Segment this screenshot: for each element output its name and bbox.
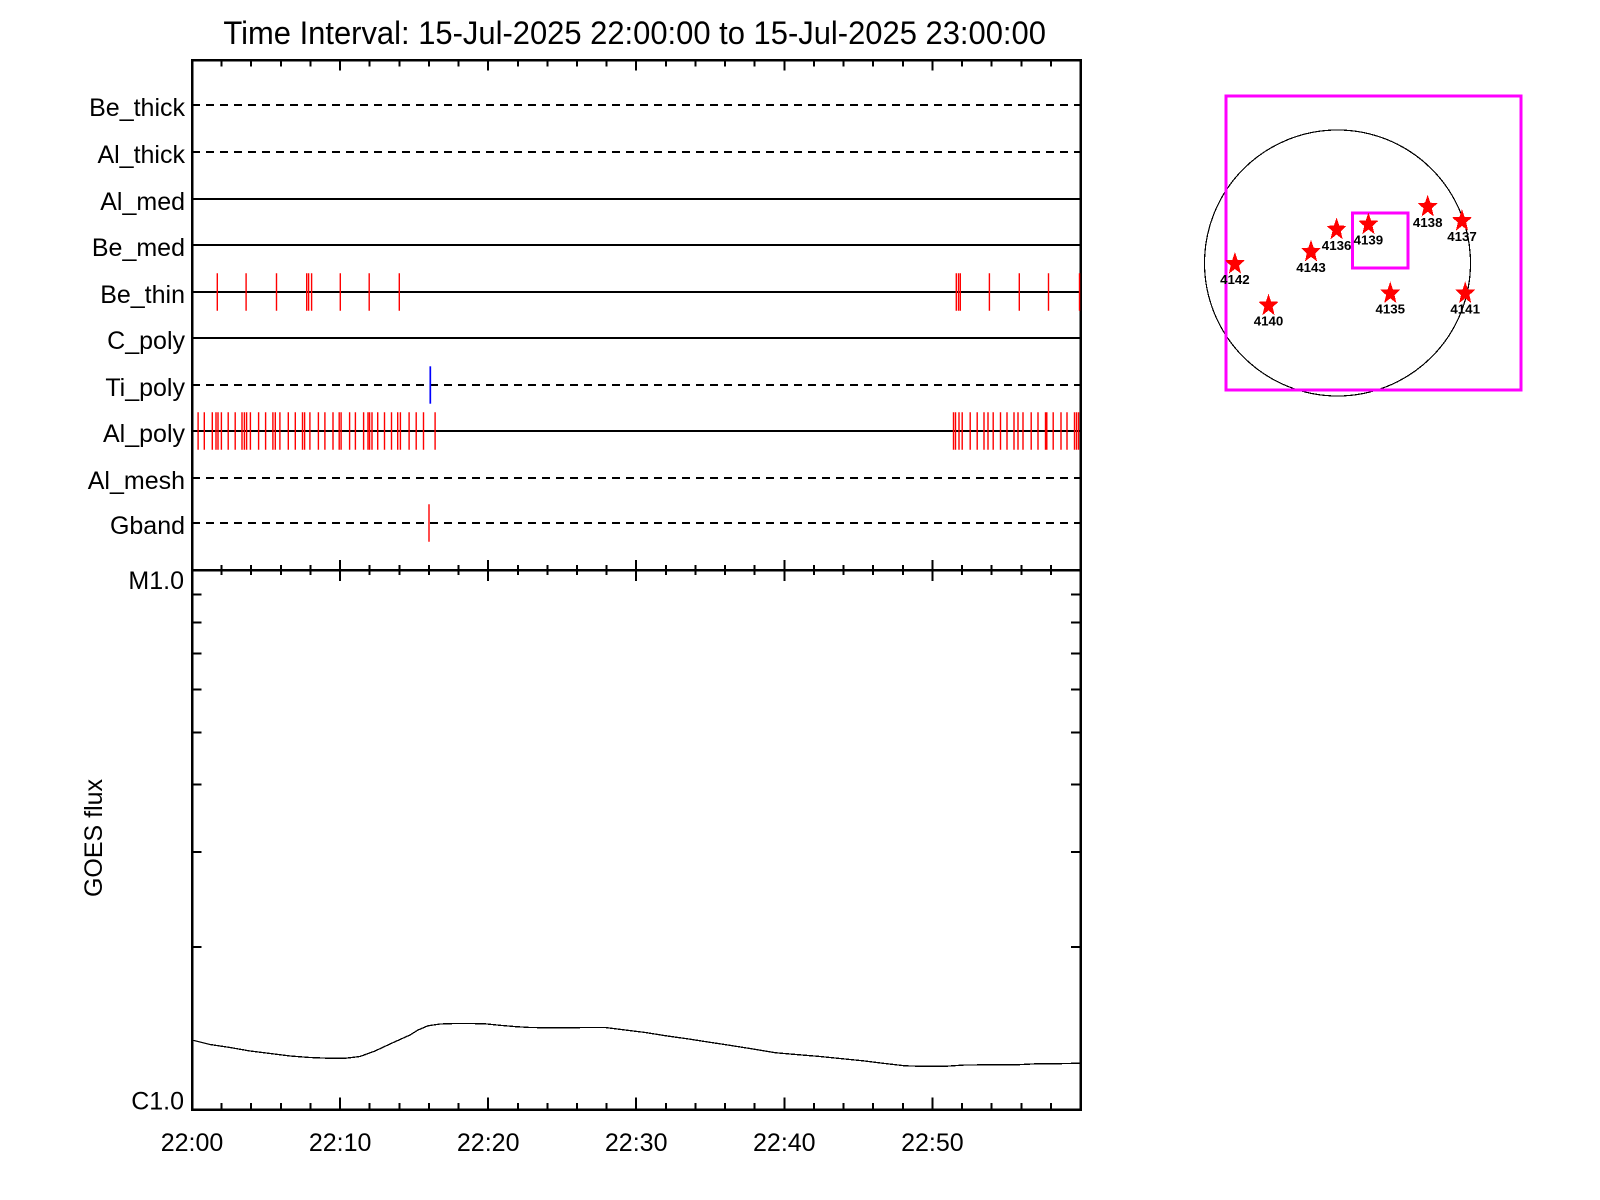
svg-text:4141: 4141 xyxy=(1450,302,1480,317)
svg-text:4136: 4136 xyxy=(1322,238,1352,253)
svg-text:Be_thick: Be_thick xyxy=(89,94,185,122)
svg-text:Be_med: Be_med xyxy=(92,234,185,262)
svg-text:22:20: 22:20 xyxy=(457,1129,520,1157)
svg-text:4142: 4142 xyxy=(1220,272,1250,287)
svg-text:M1.0: M1.0 xyxy=(128,567,184,595)
svg-text:Al_poly: Al_poly xyxy=(103,420,185,448)
svg-text:C_poly: C_poly xyxy=(107,327,185,355)
svg-text:22:10: 22:10 xyxy=(309,1129,372,1157)
svg-text:GOES flux: GOES flux xyxy=(80,778,108,897)
svg-text:4143: 4143 xyxy=(1296,260,1326,275)
svg-text:22:30: 22:30 xyxy=(605,1129,668,1157)
svg-text:Time Interval: 15-Jul-2025 22:: Time Interval: 15-Jul-2025 22:00:00 to 1… xyxy=(223,15,1046,51)
svg-text:Al_thick: Al_thick xyxy=(97,141,185,169)
svg-text:4135: 4135 xyxy=(1376,302,1406,317)
svg-text:C1.0: C1.0 xyxy=(131,1087,184,1115)
svg-text:22:40: 22:40 xyxy=(753,1129,816,1157)
svg-text:22:50: 22:50 xyxy=(901,1129,964,1157)
svg-text:22:00: 22:00 xyxy=(161,1129,224,1157)
svg-text:4140: 4140 xyxy=(1254,314,1284,329)
svg-text:4137: 4137 xyxy=(1447,229,1477,244)
svg-text:Al_med: Al_med xyxy=(100,188,185,216)
svg-text:Be_thin: Be_thin xyxy=(100,281,185,309)
svg-text:4139: 4139 xyxy=(1354,233,1384,248)
svg-text:Al_mesh: Al_mesh xyxy=(88,467,185,495)
svg-text:Gband: Gband xyxy=(110,512,185,540)
svg-text:Ti_poly: Ti_poly xyxy=(105,374,185,402)
svg-text:4138: 4138 xyxy=(1413,215,1443,230)
